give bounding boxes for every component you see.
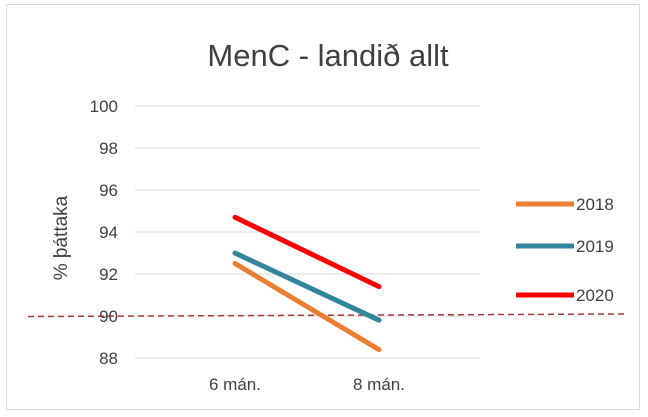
legend-item-2020: 2020 [516, 286, 614, 305]
y-tick-label: 94 [99, 223, 118, 242]
gridlines [135, 105, 480, 359]
series-line-2018 [232, 261, 382, 353]
y-tick-label: 96 [99, 181, 118, 200]
x-tick-labels: 6 mán. 8 mán. [209, 375, 405, 394]
legend-item-2018: 2018 [516, 195, 614, 214]
y-tick-label: 100 [90, 97, 118, 116]
x-tick-label: 6 mán. [209, 375, 261, 394]
series-lines [232, 214, 382, 353]
legend-label: 2019 [576, 237, 614, 256]
y-axis-label: % þáttaka [51, 195, 72, 280]
y-tick-label: 92 [99, 265, 118, 284]
series-line-2020 [232, 214, 382, 290]
legend-item-2019: 2019 [516, 237, 614, 256]
chart-title: MenC - landið allt [207, 38, 449, 73]
chart-frame [6, 4, 640, 410]
legend: 2018 2019 2020 [516, 195, 614, 305]
legend-label: 2018 [576, 195, 614, 214]
y-tick-label: 88 [99, 349, 118, 368]
series-line-2019 [232, 250, 382, 323]
x-tick-label: 8 mán. [353, 375, 405, 394]
y-tick-label: 98 [99, 139, 118, 158]
legend-label: 2020 [576, 286, 614, 305]
